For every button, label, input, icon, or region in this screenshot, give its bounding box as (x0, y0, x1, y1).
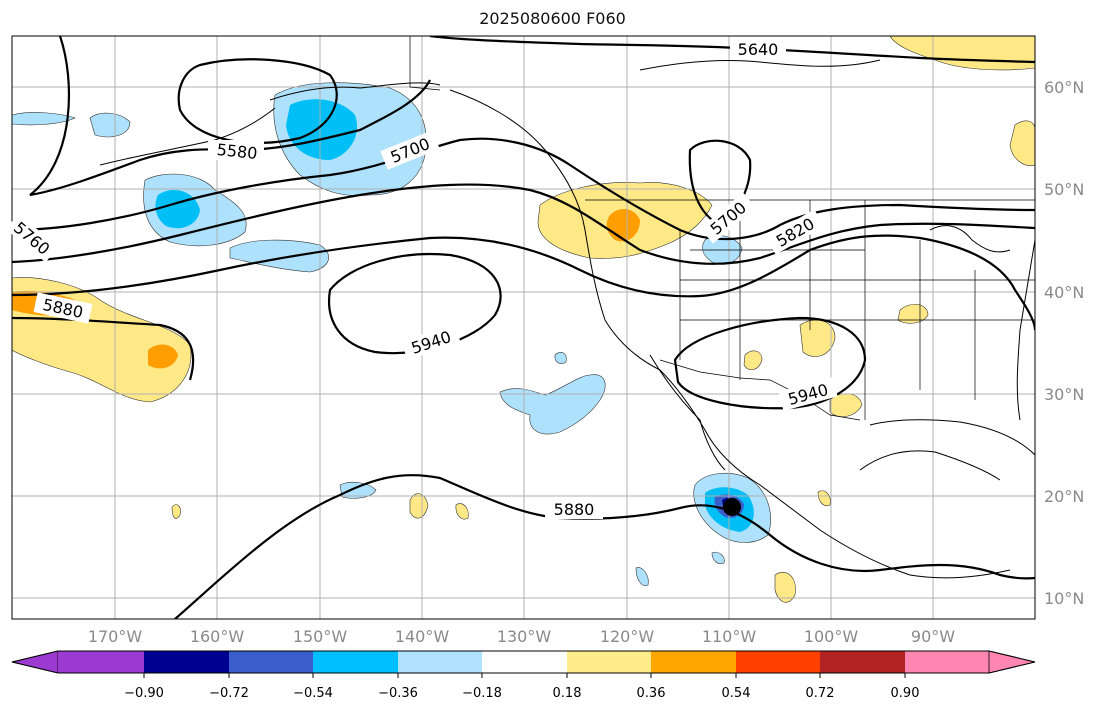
lat-labels: 60°N 50°N 40°N 30°N 20°N 10°N (1044, 78, 1084, 608)
colorbar-tick-label: 0.36 (637, 686, 666, 701)
colorbar-segment (144, 651, 229, 673)
contour-label-5640: 5640 (738, 40, 779, 59)
contour-5880-south (174, 474, 1035, 619)
lon-label: 150°W (293, 627, 348, 646)
map-frame (11, 35, 1036, 620)
coast-baja (649, 354, 726, 471)
borders (409, 36, 1035, 421)
colorbar-segment (567, 651, 651, 673)
lat-label: 30°N (1044, 385, 1084, 404)
colorbar-left-extend (11, 650, 59, 674)
colorbar-segment (313, 651, 398, 673)
colorbar: −0.90 −0.72 −0.54 −0.36 −0.18 0.18 0.36 … (11, 650, 1036, 701)
colorbar-ticks (143, 673, 906, 678)
lat-label: 20°N (1044, 487, 1084, 506)
coast-gulf-mexico (869, 419, 1035, 456)
colorbar-segment (398, 651, 482, 673)
shade-lblue-strip (229, 239, 329, 273)
contour-5940 (328, 253, 502, 355)
storm-marker (723, 498, 741, 516)
coast-east (1016, 239, 1035, 421)
lon-label: 160°W (190, 627, 245, 646)
shade-yellow-az (743, 350, 763, 370)
colorbar-tick-label: −0.36 (378, 686, 418, 701)
shade-yellow-ne2 (1009, 120, 1035, 166)
shade-lblue-w1 (89, 112, 131, 138)
colorbar-segment (651, 651, 736, 673)
contour-5880 (12, 316, 195, 381)
lon-label: 100°W (804, 627, 859, 646)
contour-5760 (12, 183, 1035, 265)
shade-lblue-trop3 (711, 551, 725, 565)
contour-5580-loop (177, 58, 338, 145)
coast-north (639, 59, 881, 71)
shade-lblue-small (554, 352, 567, 364)
contour-label-5580: 5580 (216, 140, 258, 163)
lon-label: 120°W (600, 627, 655, 646)
lon-label: 90°W (911, 627, 955, 646)
lon-labels: 170°W 160°W 150°W 140°W 130°W 120°W 110°… (88, 627, 955, 646)
colorbar-segment (736, 651, 820, 673)
contour-5820 (12, 234, 1035, 331)
shade-yellow-trop2 (455, 503, 469, 520)
shade-yellow-trop3 (171, 504, 181, 519)
shade-yellow-trop1 (409, 493, 429, 519)
colorbar-tick-label: 0.90 (891, 686, 920, 701)
shade-yellow-mo (897, 303, 929, 324)
shade-yellow-trop4 (774, 572, 796, 603)
lat-label: 50°N (1044, 180, 1084, 199)
colorbar-tick-label: 0.72 (806, 686, 835, 701)
colorbar-tick-label: −0.72 (209, 686, 249, 701)
contour-label-5880-south: 5880 (554, 500, 595, 519)
contour-5700 (12, 137, 1035, 241)
shade-yellow-ne (889, 36, 1035, 71)
colorbar-tick-label: −0.54 (293, 686, 333, 701)
map-title: 2025080600 F060 (479, 9, 626, 28)
shade-blue-gulf-alaska (286, 99, 358, 160)
shade-orange-west-2 (148, 344, 178, 369)
lat-label: 40°N (1044, 283, 1084, 302)
shade-lblue-mid (499, 374, 606, 435)
colorbar-segment (905, 651, 989, 673)
contour-label-5940-west: 5940 (409, 327, 454, 358)
shade-lblue-trop (339, 481, 377, 499)
lon-label: 130°W (497, 627, 552, 646)
coast-west-na (449, 89, 1011, 579)
colorbar-outline (11, 650, 1036, 674)
shade-lblue-w2 (12, 112, 76, 126)
colorbar-segment (482, 651, 567, 673)
colorbar-segment (229, 651, 313, 673)
colorbar-segment (820, 651, 905, 673)
coastlines (99, 59, 1035, 579)
shade-yellow-tx (799, 319, 836, 357)
lat-label: 10°N (1044, 589, 1084, 608)
contour-5580 (29, 36, 431, 197)
lon-label: 170°W (88, 627, 143, 646)
shade-lblue-trop2 (635, 567, 649, 586)
shade-yellow-trop5 (817, 490, 831, 507)
lat-label: 60°N (1044, 78, 1084, 97)
coast-yucatan (859, 450, 1001, 481)
lon-label: 110°W (702, 627, 757, 646)
colorbar-tick-label: 0.54 (722, 686, 751, 701)
gridlines (12, 36, 1035, 619)
coast-greatlakes (929, 225, 1011, 253)
colorbar-tick-label: −0.90 (124, 686, 164, 701)
contour-5940-east (673, 316, 867, 410)
colorbar-segment (58, 651, 144, 673)
coast-alaska (269, 82, 441, 101)
colorbar-tick-label: −0.18 (462, 686, 502, 701)
colorbar-tick-label: 0.18 (553, 686, 582, 701)
colorbar-right-extend (988, 650, 1036, 674)
lon-label: 140°W (395, 627, 450, 646)
